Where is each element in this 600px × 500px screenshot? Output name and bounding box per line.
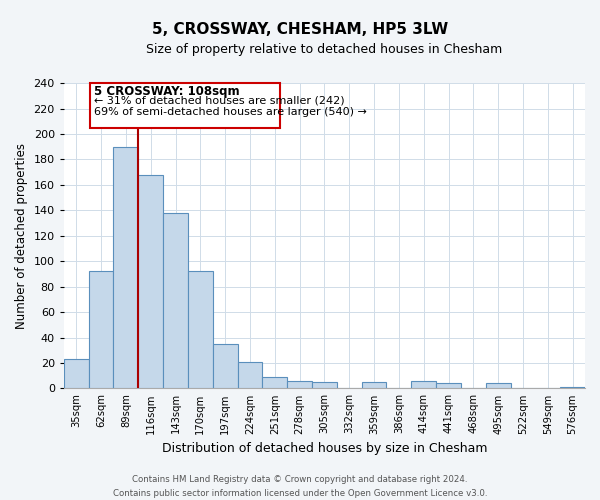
Bar: [262, 377, 287, 388]
Bar: [486, 384, 511, 388]
Bar: [411, 381, 436, 388]
Bar: [64, 359, 89, 388]
Bar: [362, 382, 386, 388]
Y-axis label: Number of detached properties: Number of detached properties: [15, 142, 28, 328]
Bar: [312, 382, 337, 388]
Bar: [287, 381, 312, 388]
Bar: [113, 146, 138, 388]
FancyBboxPatch shape: [90, 83, 280, 128]
Text: ← 31% of detached houses are smaller (242): ← 31% of detached houses are smaller (24…: [94, 96, 344, 106]
Text: 5, CROSSWAY, CHESHAM, HP5 3LW: 5, CROSSWAY, CHESHAM, HP5 3LW: [152, 22, 448, 38]
Bar: [188, 272, 213, 388]
Text: 69% of semi-detached houses are larger (540) →: 69% of semi-detached houses are larger (…: [94, 107, 367, 117]
Bar: [89, 272, 113, 388]
Bar: [213, 344, 238, 389]
Bar: [238, 362, 262, 388]
Text: 5 CROSSWAY: 108sqm: 5 CROSSWAY: 108sqm: [94, 85, 239, 98]
Bar: [560, 387, 585, 388]
X-axis label: Distribution of detached houses by size in Chesham: Distribution of detached houses by size …: [161, 442, 487, 455]
Bar: [163, 213, 188, 388]
Text: Contains HM Land Registry data © Crown copyright and database right 2024.
Contai: Contains HM Land Registry data © Crown c…: [113, 476, 487, 498]
Title: Size of property relative to detached houses in Chesham: Size of property relative to detached ho…: [146, 42, 503, 56]
Bar: [436, 384, 461, 388]
Bar: [138, 174, 163, 388]
